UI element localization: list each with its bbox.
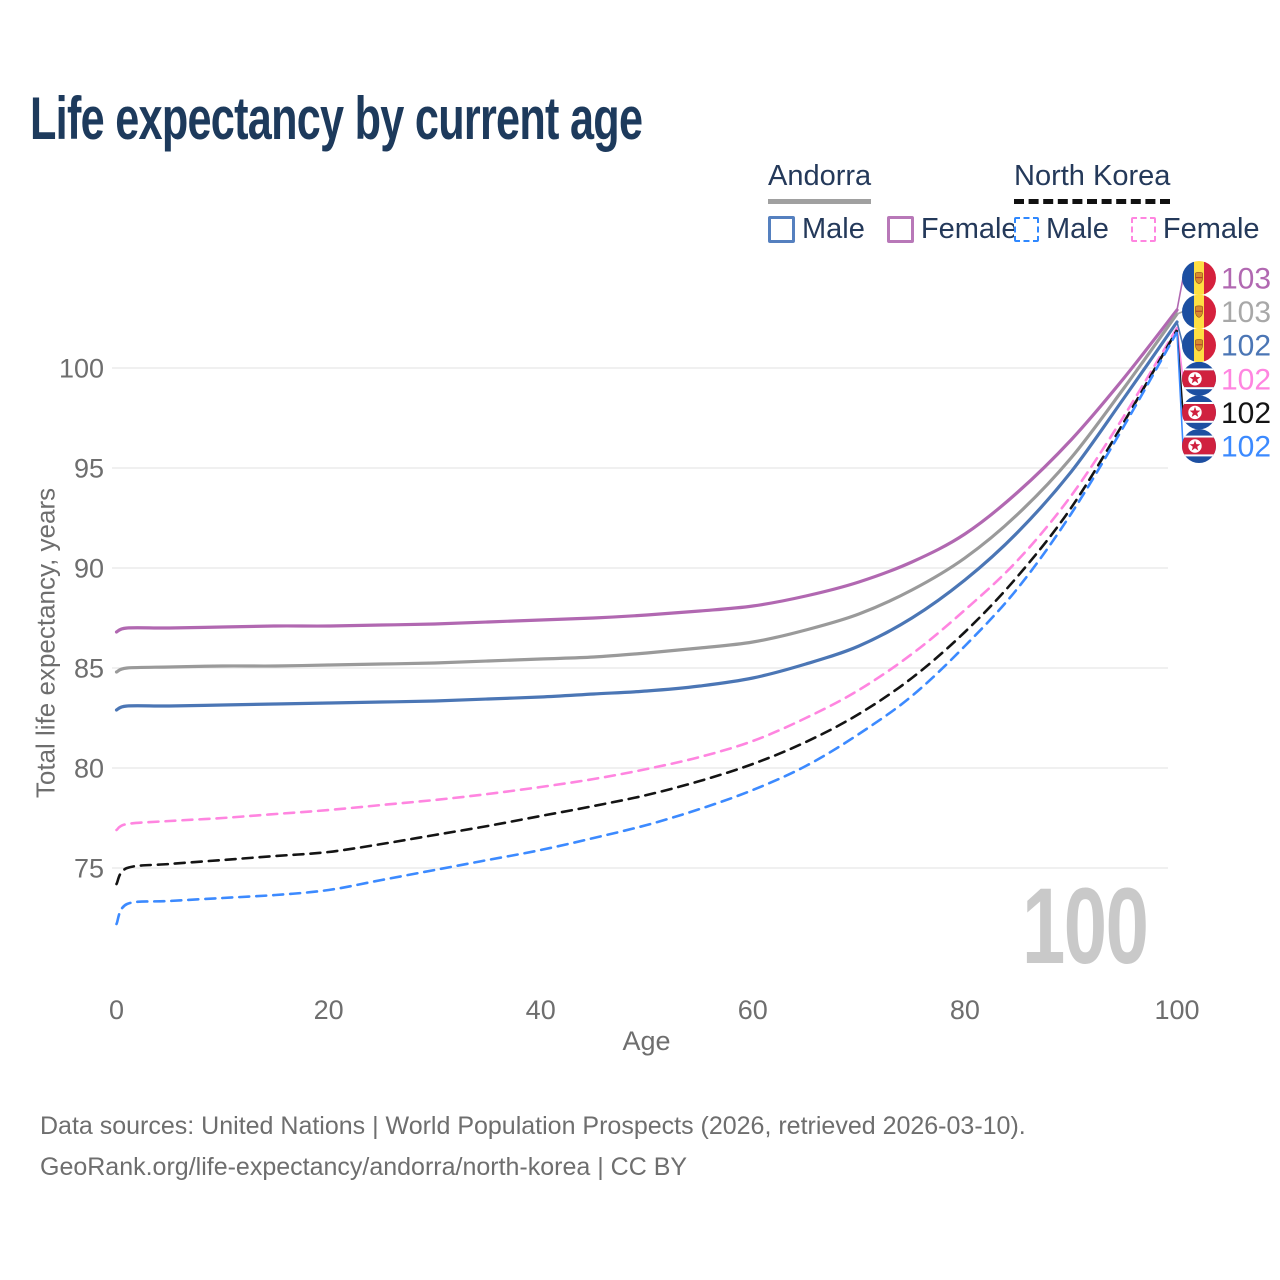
end-value-label: 103	[1221, 263, 1271, 296]
x-tick-label: 80	[950, 995, 980, 1025]
x-tick-label: 20	[314, 995, 344, 1025]
legend-country-andorra[interactable]: Andorra	[768, 160, 872, 204]
series-line-north-korea-female[interactable]	[115, 326, 1179, 832]
footer-data-sources: Data sources: United Nations | World Pop…	[40, 1112, 1026, 1140]
legend-item-north-korea-male[interactable]: Male	[1014, 213, 1109, 246]
legend-item-andorra-male[interactable]: Male	[768, 213, 865, 246]
y-tick-label: 90	[74, 554, 104, 584]
legend-swatch-north-korea-female[interactable]	[1130, 217, 1156, 242]
y-tick-label: 95	[74, 454, 104, 484]
age-watermark: 100	[1022, 865, 1149, 986]
flag-icon-andorra	[1182, 295, 1216, 329]
page-title: Life expectancy by current age	[30, 85, 643, 152]
legend-swatch-andorra-female[interactable]	[886, 216, 914, 243]
legend-items-north-korea: Male Female	[1014, 213, 1260, 246]
y-tick-label: 100	[59, 354, 104, 384]
legend-item-andorra-female[interactable]: Female	[886, 213, 1018, 246]
series-line-andorra-both-sexes[interactable]	[114, 312, 1179, 674]
x-tick-label: 40	[526, 995, 556, 1025]
flag-icon-andorra	[1182, 328, 1216, 362]
x-axis-title: Age	[622, 1026, 671, 1056]
x-tick-label: 0	[109, 995, 124, 1025]
flag-icon-north-korea	[1182, 395, 1216, 429]
legend-swatch-north-korea-male[interactable]	[1014, 217, 1039, 242]
legend-label-north-korea-female: Female	[1162, 213, 1260, 245]
footer-attribution: GeoRank.org/life-expectancy/andorra/nort…	[40, 1153, 688, 1181]
end-value-label: 102	[1221, 397, 1271, 430]
flag-icon-north-korea	[1182, 362, 1216, 396]
y-tick-label: 85	[74, 654, 104, 684]
series-line-andorra-female[interactable]	[114, 308, 1179, 634]
y-tick-label: 80	[74, 754, 104, 784]
end-value-label: 102	[1221, 330, 1271, 363]
legend-label-andorra-male: Male	[802, 213, 865, 245]
x-tick-label: 100	[1154, 995, 1199, 1025]
x-tick-label: 60	[738, 995, 768, 1025]
legend-swatch-andorra-male[interactable]	[768, 216, 795, 243]
y-tick-label: 75	[74, 854, 104, 884]
legend-items-andorra: Male Female	[768, 213, 1018, 246]
legend-label-north-korea-male: Male	[1046, 213, 1109, 245]
footer: Data sources: United Nations | World Pop…	[40, 1106, 1026, 1188]
legend-group-andorra: Andorra Male Female	[768, 160, 1018, 246]
series-line-north-korea-both-sexes[interactable]	[115, 328, 1179, 886]
legend-group-north-korea: North Korea Male Female	[1014, 160, 1260, 246]
end-value-label: 102	[1221, 363, 1271, 396]
series-line-north-korea-male[interactable]	[115, 330, 1179, 926]
legend-item-north-korea-female[interactable]: Female	[1130, 213, 1260, 246]
end-value-label: 102	[1221, 431, 1271, 464]
flag-icon-north-korea	[1182, 429, 1216, 463]
end-value-label: 103	[1221, 296, 1271, 329]
legend-label-andorra-female: Female	[920, 213, 1018, 245]
flag-icon-andorra	[1182, 261, 1216, 295]
legend-country-north-korea[interactable]: North Korea	[1014, 160, 1171, 204]
series-line-andorra-male[interactable]	[114, 320, 1179, 712]
